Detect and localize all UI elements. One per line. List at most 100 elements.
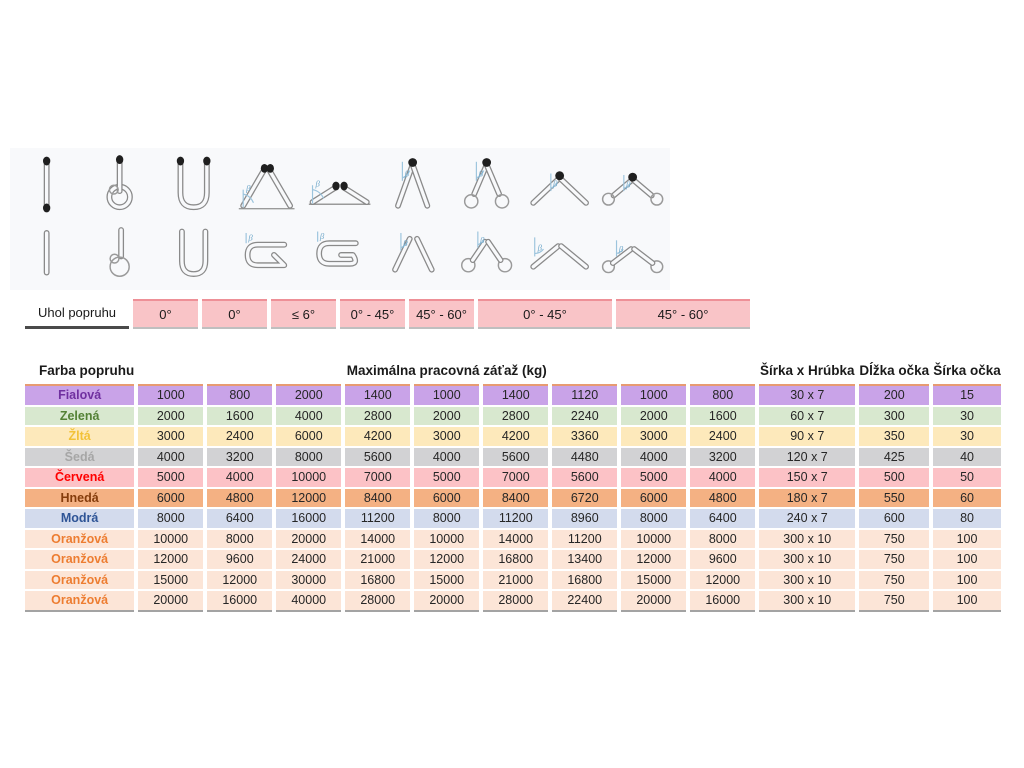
table-cell: 15000 bbox=[414, 570, 480, 589]
two-leg-flat-rings-icon: β bbox=[596, 150, 669, 219]
table-cell: 600 bbox=[859, 509, 930, 528]
table-cell: 28000 bbox=[483, 591, 549, 612]
table-cell: 5600 bbox=[345, 447, 411, 466]
table-cell: 15 bbox=[933, 384, 1001, 405]
table-cell: 750 bbox=[859, 591, 930, 612]
table-cell: 14000 bbox=[483, 529, 549, 548]
table-cell: 6400 bbox=[690, 509, 756, 528]
table-cell: 1400 bbox=[483, 384, 549, 405]
table-row: Zelená 2000 1600 4000 2800 2000 2800 2240 2000 16… bbox=[25, 406, 1001, 425]
table-cell: 1600 bbox=[690, 406, 756, 425]
column-header-eye-length: Dĺžka očka bbox=[859, 362, 930, 378]
table-cell: 750 bbox=[859, 529, 930, 548]
table-cell: 13400 bbox=[552, 550, 618, 569]
table-cell: 180 x 7 bbox=[759, 488, 856, 507]
table-cell: 1000 bbox=[414, 384, 480, 405]
table-cell: 4000 bbox=[276, 406, 342, 425]
row-color-label: Žltá bbox=[25, 427, 135, 446]
table-cell: 300 x 10 bbox=[759, 529, 856, 548]
table-cell: 1400 bbox=[345, 384, 411, 405]
table-cell: 3000 bbox=[138, 427, 204, 446]
table-cell: 30 bbox=[933, 427, 1001, 446]
table-cell: 4800 bbox=[690, 488, 756, 507]
row-color-label: Oranžová bbox=[25, 591, 135, 612]
table-cell: 12000 bbox=[276, 488, 342, 507]
table-cell: 16000 bbox=[690, 591, 756, 612]
table-cell: 7000 bbox=[483, 468, 549, 487]
table-row: Červená 5000 4000 10000 7000 5000 7000 5600 5000… bbox=[25, 468, 1001, 487]
table-cell: 20000 bbox=[414, 591, 480, 612]
row-color-label: Oranžová bbox=[25, 570, 135, 589]
table-cell: 3360 bbox=[552, 427, 618, 446]
row-color-label: Hnedá bbox=[25, 488, 135, 507]
table-cell: 6720 bbox=[552, 488, 618, 507]
table-cell: 300 x 10 bbox=[759, 550, 856, 569]
table-cell: 4800 bbox=[207, 488, 273, 507]
svg-text:β: β bbox=[479, 235, 485, 245]
table-cell: 21000 bbox=[483, 570, 549, 589]
table-cell: 6000 bbox=[276, 427, 342, 446]
angle-value-cell: ≤ 6° bbox=[271, 299, 336, 329]
load-table-header-row: Farba popruhu Maximálna pracovná záťaž (… bbox=[25, 358, 1001, 382]
svg-text:β: β bbox=[625, 179, 631, 189]
angle-value-cell: 45° - 60° bbox=[616, 299, 750, 329]
table-cell: 1120 bbox=[552, 384, 618, 405]
table-cell: 80 bbox=[933, 509, 1001, 528]
table-cell: 150 x 7 bbox=[759, 468, 856, 487]
table-row: Oranžová 15000 12000 30000 16800 15000 21000 16… bbox=[25, 570, 1001, 589]
svg-text:β: β bbox=[404, 168, 410, 178]
table-cell: 4000 bbox=[138, 447, 204, 466]
table-cell: 3200 bbox=[690, 447, 756, 466]
svg-text:β: β bbox=[319, 231, 325, 241]
table-cell: 21000 bbox=[345, 550, 411, 569]
row-color-label: Zelená bbox=[25, 406, 135, 425]
table-cell: 4000 bbox=[207, 468, 273, 487]
table-cell: 11200 bbox=[345, 509, 411, 528]
table-cell: 20000 bbox=[276, 529, 342, 548]
svg-text:β: β bbox=[618, 244, 624, 254]
table-cell: 8000 bbox=[138, 509, 204, 528]
table-cell: 120 x 7 bbox=[759, 447, 856, 466]
table-cell: 11200 bbox=[483, 509, 549, 528]
column-header-color: Farba popruhu bbox=[39, 362, 135, 378]
table-cell: 5600 bbox=[552, 468, 618, 487]
row-color-label: Oranžová bbox=[25, 550, 135, 569]
strap-with-ring-icon bbox=[83, 219, 156, 288]
table-cell: 20000 bbox=[138, 591, 204, 612]
table-cell: 8400 bbox=[483, 488, 549, 507]
table-cell: 12000 bbox=[621, 550, 687, 569]
table-cell: 8400 bbox=[345, 488, 411, 507]
table-cell: 16800 bbox=[345, 570, 411, 589]
table-cell: 14000 bbox=[345, 529, 411, 548]
table-cell: 550 bbox=[859, 488, 930, 507]
table-cell: 4000 bbox=[414, 447, 480, 466]
sling-angle-table: Uhol popruhu 0° 0° ≤ 6° 0° - 45° 45° - 60° 0°… bbox=[21, 299, 754, 329]
diagonal-straps-rings-icon: β bbox=[450, 219, 523, 288]
table-cell: 8000 bbox=[276, 447, 342, 466]
table-cell: 2240 bbox=[552, 406, 618, 425]
table-cell: 10000 bbox=[276, 468, 342, 487]
table-row: Oranžová 20000 16000 40000 28000 20000 28000 22… bbox=[25, 591, 1001, 612]
table-cell: 300 bbox=[859, 406, 930, 425]
table-cell: 4000 bbox=[690, 468, 756, 487]
basket-angle-flat-icon: β bbox=[303, 150, 376, 219]
table-cell: 90 x 7 bbox=[759, 427, 856, 446]
straight-sling-icon bbox=[10, 150, 83, 219]
table-cell: 6000 bbox=[621, 488, 687, 507]
table-cell: 10000 bbox=[414, 529, 480, 548]
table-cell: 30 bbox=[933, 406, 1001, 425]
table-cell: 12000 bbox=[138, 550, 204, 569]
table-cell: 2000 bbox=[276, 384, 342, 405]
table-cell: 22400 bbox=[552, 591, 618, 612]
table-row: Šedá 4000 3200 8000 5600 4000 5600 4480 4000 3200… bbox=[25, 447, 1001, 466]
shallow-straps-icon: β bbox=[523, 219, 596, 288]
table-row: Žltá 3000 2400 6000 4200 3000 4200 3360 3000 2400… bbox=[25, 427, 1001, 446]
table-cell: 100 bbox=[933, 550, 1001, 569]
column-header-eye-width: Šírka očka bbox=[933, 362, 1001, 378]
angle-value-cell: 0° bbox=[202, 299, 267, 329]
table-cell: 500 bbox=[859, 468, 930, 487]
table-row: Hnedá 6000 4800 12000 8400 6000 8400 6720 6000 48… bbox=[25, 488, 1001, 507]
diagram-row-flat-slings: β β β β β β bbox=[10, 219, 670, 288]
table-cell: 50 bbox=[933, 468, 1001, 487]
